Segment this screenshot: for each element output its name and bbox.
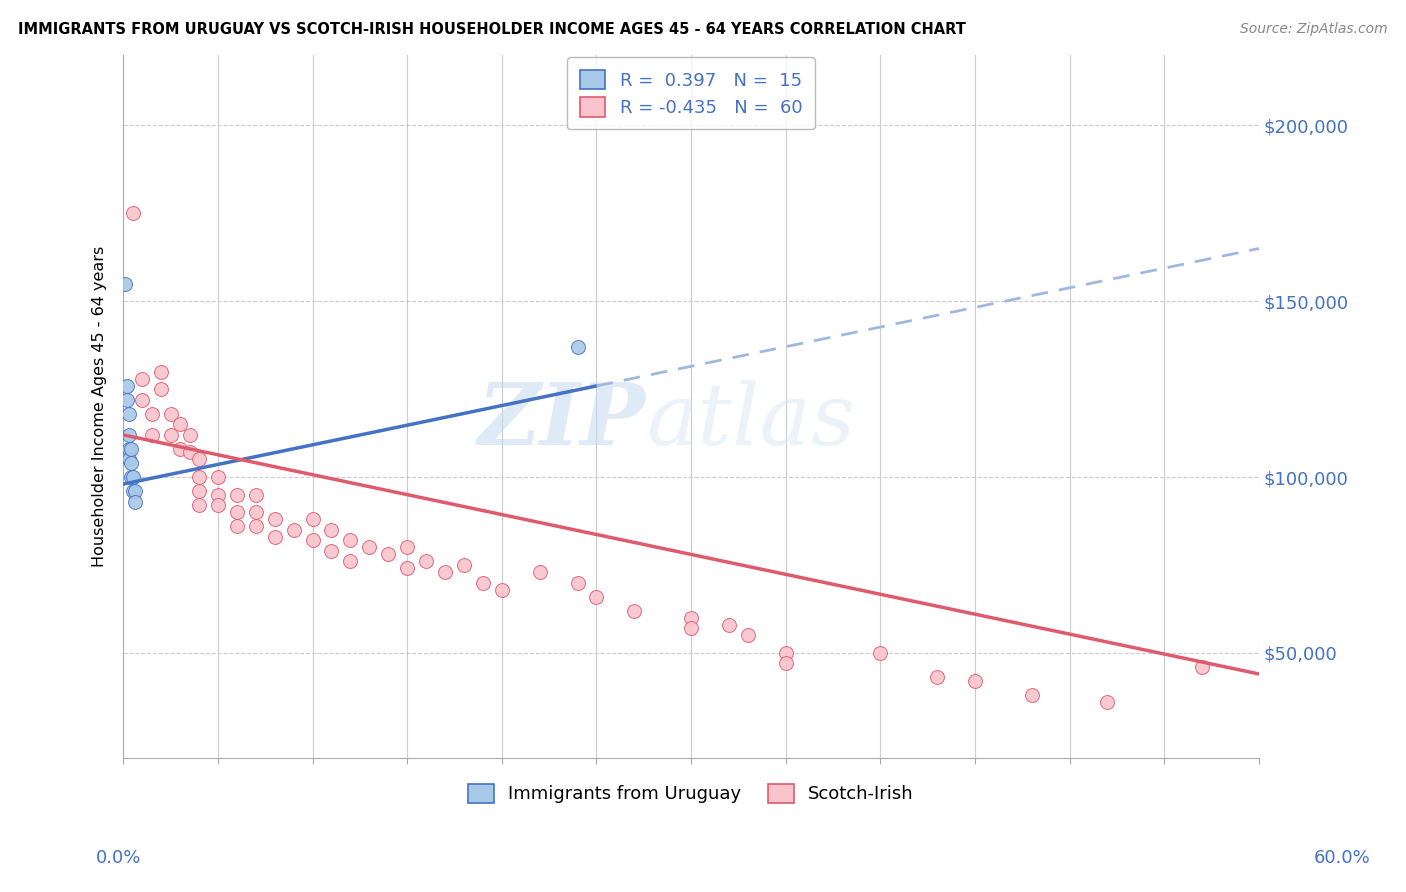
Point [471, 575, 494, 590]
Point [207, 488, 229, 502]
Point [963, 673, 986, 688]
Point [114, 277, 136, 291]
Point [188, 498, 211, 512]
Point [377, 548, 399, 562]
Point [225, 519, 247, 533]
Point [681, 610, 703, 624]
Point [141, 407, 163, 421]
Point [118, 407, 141, 421]
Point [225, 488, 247, 502]
Point [159, 407, 181, 421]
Point [115, 392, 138, 407]
Point [225, 505, 247, 519]
Point [131, 392, 153, 407]
Point [263, 512, 285, 526]
Point [188, 470, 211, 484]
Point [396, 541, 419, 555]
Point [169, 417, 191, 432]
Point [179, 445, 201, 459]
Point [359, 541, 381, 555]
Point [141, 428, 163, 442]
Point [263, 530, 285, 544]
Point [121, 484, 143, 499]
Point [245, 519, 267, 533]
Point [775, 646, 797, 660]
Text: 0.0%: 0.0% [96, 849, 141, 867]
Point [207, 470, 229, 484]
Point [124, 484, 146, 499]
Point [453, 558, 475, 572]
Point [118, 452, 141, 467]
Point [1191, 660, 1213, 674]
Point [169, 442, 191, 456]
Point [150, 365, 173, 379]
Legend: Immigrants from Uruguay, Scotch-Irish: Immigrants from Uruguay, Scotch-Irish [456, 771, 927, 816]
Point [434, 565, 457, 579]
Point [529, 565, 551, 579]
Point [207, 498, 229, 512]
Point [115, 378, 138, 392]
Point [131, 371, 153, 385]
Point [339, 533, 361, 548]
Y-axis label: Householder Income Ages 45 - 64 years: Householder Income Ages 45 - 64 years [93, 246, 107, 567]
Point [120, 470, 142, 484]
Point [120, 442, 142, 456]
Point [283, 523, 305, 537]
Point [927, 670, 949, 684]
Point [775, 657, 797, 671]
Text: 60.0%: 60.0% [1315, 849, 1371, 867]
Point [159, 428, 181, 442]
Point [339, 554, 361, 568]
Point [301, 512, 323, 526]
Text: atlas: atlas [645, 379, 855, 462]
Point [567, 340, 589, 354]
Point [321, 544, 343, 558]
Point [567, 575, 589, 590]
Point [737, 628, 759, 642]
Point [150, 382, 173, 396]
Point [717, 617, 740, 632]
Point [585, 590, 607, 604]
Point [415, 554, 437, 568]
Point [1021, 688, 1043, 702]
Point [188, 452, 211, 467]
Point [121, 206, 143, 220]
Point [118, 442, 141, 456]
Point [301, 533, 323, 548]
Point [1097, 695, 1119, 709]
Text: Source: ZipAtlas.com: Source: ZipAtlas.com [1240, 22, 1388, 37]
Point [681, 621, 703, 635]
Point [118, 428, 141, 442]
Text: IMMIGRANTS FROM URUGUAY VS SCOTCH-IRISH HOUSEHOLDER INCOME AGES 45 - 64 YEARS CO: IMMIGRANTS FROM URUGUAY VS SCOTCH-IRISH … [18, 22, 966, 37]
Point [121, 470, 143, 484]
Point [321, 523, 343, 537]
Point [245, 505, 267, 519]
Point [120, 456, 142, 470]
Point [179, 428, 201, 442]
Point [869, 646, 891, 660]
Point [491, 582, 513, 597]
Text: ZIP: ZIP [478, 379, 645, 463]
Point [124, 494, 146, 508]
Point [245, 488, 267, 502]
Point [188, 484, 211, 499]
Point [623, 604, 645, 618]
Point [396, 561, 419, 575]
